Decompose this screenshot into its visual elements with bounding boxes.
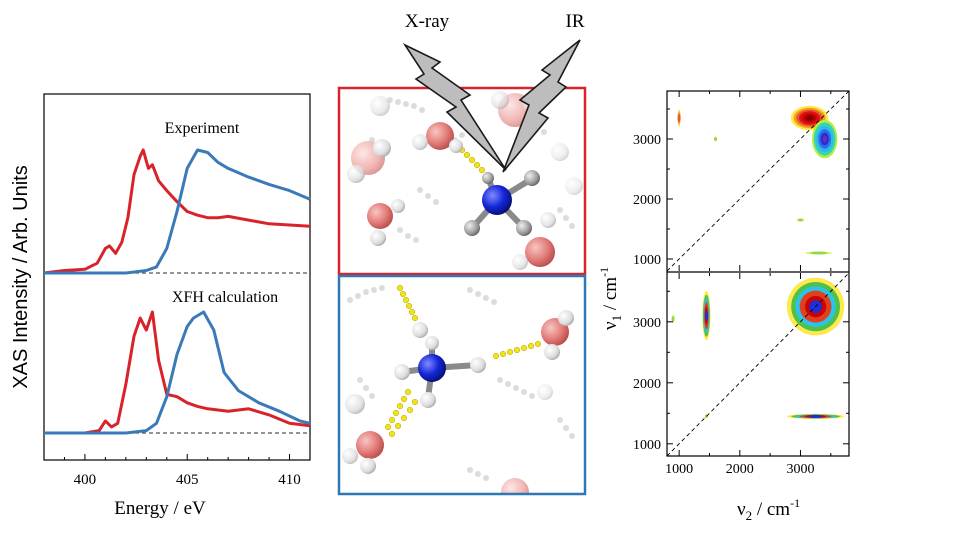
twod-bottom-ytick-label: 1000 — [633, 438, 661, 453]
twod-top-diagonal — [667, 91, 849, 271]
twod-bottom-peak-0 — [704, 310, 708, 322]
twod-ticks: 1000 2000 3000 1000 2000 3000 1000 2000 3000 — [633, 91, 849, 477]
twod-top-ytick-label: 2000 — [633, 193, 661, 208]
twod-frame — [666, 90, 850, 457]
label-ir: IR — [566, 11, 585, 32]
label-xfh-calculation: XFH calculation — [172, 289, 278, 306]
molecule-top-frame — [337, 86, 587, 276]
twod-top-peak-1 — [822, 135, 827, 143]
twod-panel: 1000 2000 3000 1000 2000 3000 1000 2000 3000 ν2 … — [597, 90, 850, 523]
twod-x-axis-label: ν2 / cm-1 — [737, 496, 800, 523]
label-experiment: Experiment — [165, 120, 240, 137]
xas-red-line-calculation — [44, 310, 311, 435]
twod-bottom-ytick-label: 3000 — [633, 316, 661, 331]
twod-top-peak-4 — [798, 218, 803, 222]
twod-bottom-diagonal — [667, 273, 849, 456]
molecule-panel: X-ray IR — [337, 11, 587, 496]
xray-bolt-icon — [402, 43, 507, 171]
xas-red-line-experiment — [43, 148, 311, 275]
ir-bolt-icon — [502, 39, 581, 173]
twod-bottom-xtick-label: 2000 — [726, 462, 754, 477]
twod-bottom-xtick-label: 1000 — [665, 462, 693, 477]
twod-y-axis-label: ν1 / cm-1 — [597, 267, 624, 330]
twod-bottom-xtick-label: 3000 — [786, 462, 814, 477]
twod-top-peak-3 — [714, 137, 717, 141]
xas-tick-label: 410 — [278, 472, 301, 488]
twod-top-plot — [667, 91, 849, 271]
xas-lines — [43, 148, 311, 435]
xas-tick-label: 405 — [176, 472, 199, 488]
xas-frame — [43, 93, 311, 461]
xas-blue-line-calculation — [44, 310, 311, 435]
twod-bottom-plot — [667, 273, 849, 456]
xas-y-axis-label: XAS Intensity / Arb. Units — [10, 165, 32, 388]
twod-bottom-peak-3 — [809, 414, 822, 418]
xas-panel: 400 405 410 Experiment XFH calculation Ene… — [10, 93, 311, 519]
twod-top-peak-0 — [805, 115, 814, 121]
molecule-bottom-render — [339, 276, 585, 494]
label-xray: X-ray — [405, 11, 450, 32]
twod-top-ytick-label: 3000 — [633, 133, 661, 148]
twod-top-ytick-label: 1000 — [633, 253, 661, 268]
xas-x-ticks: 400 405 410 — [43, 454, 311, 488]
molecule-bottom-frame — [337, 274, 587, 496]
twod-bottom-ytick-label: 2000 — [633, 377, 661, 392]
xas-x-axis-label: Energy / eV — [114, 498, 206, 519]
twod-top-peak-2 — [677, 113, 681, 123]
twod-top-peak-5 — [810, 251, 828, 255]
xas-tick-label: 400 — [74, 472, 97, 488]
twod-bottom-peak-1 — [671, 316, 675, 322]
xas-blue-line-experiment — [44, 148, 311, 275]
